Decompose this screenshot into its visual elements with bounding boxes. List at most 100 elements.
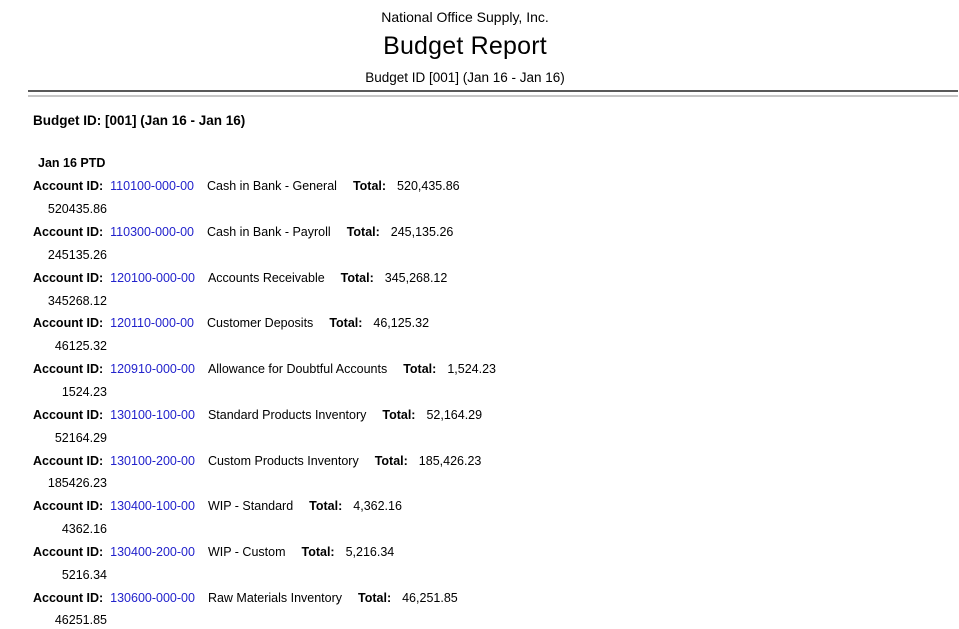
account-id-label: Account ID: (33, 499, 104, 514)
account-id-link[interactable]: 110300-000-00 (110, 225, 195, 240)
account-id-link[interactable]: 130600-000-00 (110, 590, 195, 605)
account-row: Account ID: 130400-100-00 WIP - Standard… (0, 495, 959, 541)
total-amount: 52,164.29 (426, 407, 483, 422)
value-line: 520435.86 (0, 198, 107, 221)
ptd-value: 185426.23 (47, 476, 107, 491)
total-amount: 4,362.16 (353, 499, 402, 514)
total-label: Total: (329, 316, 363, 331)
account-id-link[interactable]: 120910-000-00 (110, 362, 195, 377)
account-name: Cash in Bank - Payroll (207, 225, 331, 240)
account-line: Account ID: 110300-000-00 Cash in Bank -… (33, 221, 959, 244)
total-label: Total: (346, 225, 380, 240)
report-title: Budget Report (383, 32, 547, 60)
divider-line-dark (28, 90, 958, 92)
value-line: 52164.29 (0, 426, 107, 449)
account-row: Account ID: 130400-200-00 WIP - Custom T… (0, 541, 959, 587)
total-label: Total: (309, 499, 343, 514)
value-line: 4362.16 (0, 518, 107, 541)
total-amount: 1,524.23 (447, 362, 496, 377)
total-label: Total: (382, 407, 416, 422)
ptd-value: 345268.12 (47, 293, 107, 308)
divider-line-light (28, 95, 958, 97)
account-id-link[interactable]: 120110-000-00 (110, 316, 195, 331)
account-id-link[interactable]: 120100-000-00 (110, 270, 195, 285)
account-row: Account ID: 120110-000-00 Customer Depos… (0, 312, 959, 358)
total-label: Total: (358, 590, 392, 605)
account-name: Cash in Bank - General (207, 179, 337, 194)
company-name: National Office Supply, Inc. (381, 9, 549, 25)
account-row: Account ID: 120100-000-00 Accounts Recei… (0, 266, 959, 312)
account-id-link[interactable]: 110100-000-00 (110, 179, 195, 194)
value-line: 1524.23 (0, 381, 107, 404)
account-id-label: Account ID: (33, 407, 104, 422)
report-header: National Office Supply, Inc. Budget Repo… (0, 0, 930, 87)
account-id-link[interactable]: 130400-100-00 (110, 499, 195, 514)
period-column-header: Jan 16 PTD (38, 156, 106, 170)
ptd-value: 520435.86 (47, 202, 107, 217)
total-label: Total: (340, 270, 374, 285)
account-line: Account ID: 130400-200-00 WIP - Custom T… (33, 541, 959, 564)
account-id-label: Account ID: (33, 225, 104, 240)
value-line: 345268.12 (0, 289, 107, 312)
total-label: Total: (352, 179, 387, 194)
account-rows: Account ID: 110100-000-00 Cash in Bank -… (0, 175, 959, 629)
account-line: Account ID: 130100-100-00 Standard Produ… (33, 403, 959, 426)
ptd-value: 52164.29 (54, 430, 107, 445)
account-line: Account ID: 130100-200-00 Custom Product… (33, 449, 959, 472)
ptd-value: 4362.16 (61, 522, 107, 537)
ptd-value: 245135.26 (47, 247, 107, 262)
account-id-label: Account ID: (33, 270, 104, 285)
account-row: Account ID: 110100-000-00 Cash in Bank -… (0, 175, 959, 221)
ptd-value: 46125.32 (54, 339, 107, 354)
account-id-label: Account ID: (33, 316, 104, 331)
ptd-value: 1524.23 (61, 385, 107, 400)
total-amount: 245,135.26 (390, 225, 454, 240)
account-name: Customer Deposits (207, 316, 314, 331)
total-amount: 520,435.86 (397, 179, 460, 194)
account-row: Account ID: 130100-200-00 Custom Product… (0, 449, 959, 495)
value-line: 185426.23 (0, 472, 107, 495)
total-amount: 5,216.34 (345, 544, 395, 559)
header-divider (28, 90, 958, 97)
report-subtitle: Budget ID [001] (Jan 16 - Jan 16) (365, 70, 565, 85)
account-name: WIP - Standard (207, 499, 294, 514)
account-id-label: Account ID: (33, 362, 104, 377)
total-amount: 345,268.12 (384, 270, 448, 285)
value-line: 46251.85 (0, 609, 107, 629)
account-name: Accounts Receivable (207, 270, 325, 285)
total-label: Total: (301, 544, 335, 559)
value-line: 245135.26 (0, 244, 107, 267)
account-name: WIP - Custom (207, 544, 286, 559)
account-id-label: Account ID: (33, 453, 104, 468)
total-amount: 46,251.85 (402, 590, 458, 605)
account-id-label: Account ID: (33, 544, 104, 559)
section-title: Budget ID: [001] (Jan 16 - Jan 16) (33, 113, 246, 128)
account-id-label: Account ID: (33, 590, 104, 605)
value-line: 46125.32 (0, 335, 107, 358)
account-row: Account ID: 110300-000-00 Cash in Bank -… (0, 221, 959, 267)
account-name: Standard Products Inventory (207, 407, 367, 422)
report-body: Budget ID: [001] (Jan 16 - Jan 16) Jan 1… (0, 112, 959, 629)
account-name: Custom Products Inventory (207, 453, 359, 468)
account-line: Account ID: 110100-000-00 Cash in Bank -… (33, 175, 959, 198)
account-line: Account ID: 130600-000-00 Raw Materials … (33, 586, 959, 609)
account-line: Account ID: 120910-000-00 Allowance for … (33, 358, 959, 381)
account-id-link[interactable]: 130400-200-00 (110, 544, 195, 559)
total-label: Total: (403, 362, 437, 377)
ptd-value: 5216.34 (61, 567, 107, 582)
account-row: Account ID: 130600-000-00 Raw Materials … (0, 586, 959, 629)
total-amount: 46,125.32 (373, 316, 430, 331)
total-amount: 185,426.23 (418, 453, 482, 468)
account-line: Account ID: 120110-000-00 Customer Depos… (33, 312, 959, 335)
account-name: Allowance for Doubtful Accounts (207, 362, 388, 377)
total-label: Total: (374, 453, 408, 468)
account-row: Account ID: 130100-100-00 Standard Produ… (0, 403, 959, 449)
account-id-link[interactable]: 130100-100-00 (110, 407, 195, 422)
account-line: Account ID: 120100-000-00 Accounts Recei… (33, 266, 959, 289)
ptd-value: 46251.85 (54, 613, 107, 628)
account-name: Raw Materials Inventory (207, 590, 343, 605)
account-id-label: Account ID: (33, 179, 104, 194)
account-id-link[interactable]: 130100-200-00 (110, 453, 195, 468)
account-row: Account ID: 120910-000-00 Allowance for … (0, 358, 959, 404)
